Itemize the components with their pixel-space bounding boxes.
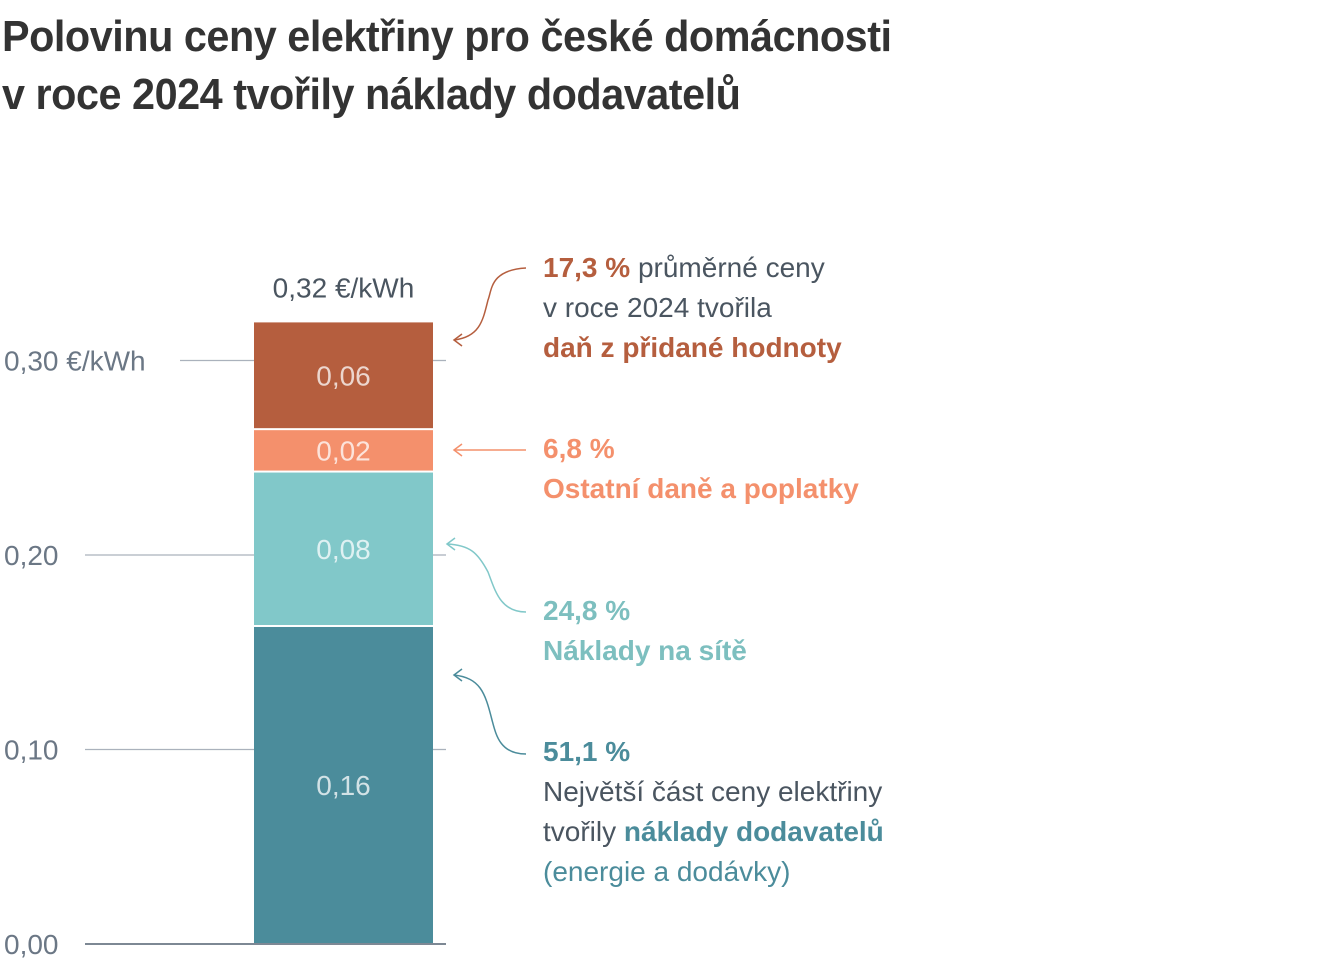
y-tick-label: 0,20 (4, 540, 59, 571)
bar-segment-network (254, 472, 433, 625)
annotation-supplier-text3: (energie a dodávky) (543, 856, 791, 887)
arrow-vat (453, 267, 527, 341)
arrow-supplier-head (452, 668, 463, 682)
bar-total-label: 0,32 €/kWh (273, 272, 415, 303)
y-tick-label: 0,30 €/kWh (4, 346, 146, 377)
annotation-vat-pct: 17,3 % (543, 252, 631, 283)
annotation-vat: 17,3 % průměrné ceny v roce 2024 tvořila… (543, 248, 842, 368)
annotation-supplier-text2: tvořily (543, 816, 624, 847)
arrow-network-head (445, 537, 456, 551)
annotation-supplier-pct: 51,1 % (543, 736, 631, 767)
annotation-vat-text1: průměrné ceny (630, 252, 825, 283)
annotation-other-taxes-label: Ostatní daně a poplatky (543, 473, 859, 504)
annotation-vat-label: daň z přidané hodnoty (543, 332, 842, 363)
annotation-supplier-label: náklady dodavatelů (623, 816, 884, 847)
annotation-network: 24,8 % Náklady na sítě (543, 591, 747, 671)
y-tick-label: 0,00 (4, 929, 59, 960)
annotation-supplier: 51,1 % Největší část ceny elektřiny tvoř… (543, 732, 884, 892)
arrow-network (446, 543, 527, 613)
y-tick-label: 0,10 (4, 735, 59, 766)
arrow-supplier (453, 674, 527, 755)
annotation-other-taxes: 6,8 % Ostatní daně a poplatky (543, 429, 859, 509)
bar-segment-other-taxes (254, 430, 433, 471)
bar-segment-supplier (254, 626, 433, 943)
annotation-network-pct: 24,8 % (543, 595, 631, 626)
bar-segment-vat (254, 322, 433, 429)
annotation-vat-text2: v roce 2024 tvořila (543, 292, 772, 323)
chart-title-line-2: v roce 2024 tvořily náklady dodavatelů (2, 70, 741, 119)
arrow-vat-head (452, 333, 463, 347)
bar-segment-label: 0,08 (316, 534, 371, 565)
chart-title: Polovinu ceny elektřiny pro české domácn… (2, 8, 892, 124)
arrow-other-taxes-head (452, 443, 463, 457)
chart-title-line-1: Polovinu ceny elektřiny pro české domácn… (2, 12, 892, 61)
bar-segment-label: 0,06 (316, 360, 371, 391)
bar-segment-label: 0,02 (316, 435, 371, 466)
bar-segment-label: 0,16 (316, 770, 371, 801)
annotation-network-label: Náklady na sítě (543, 635, 747, 666)
annotation-supplier-text1: Největší část ceny elektřiny (543, 776, 883, 807)
annotation-other-taxes-pct: 6,8 % (543, 433, 615, 464)
